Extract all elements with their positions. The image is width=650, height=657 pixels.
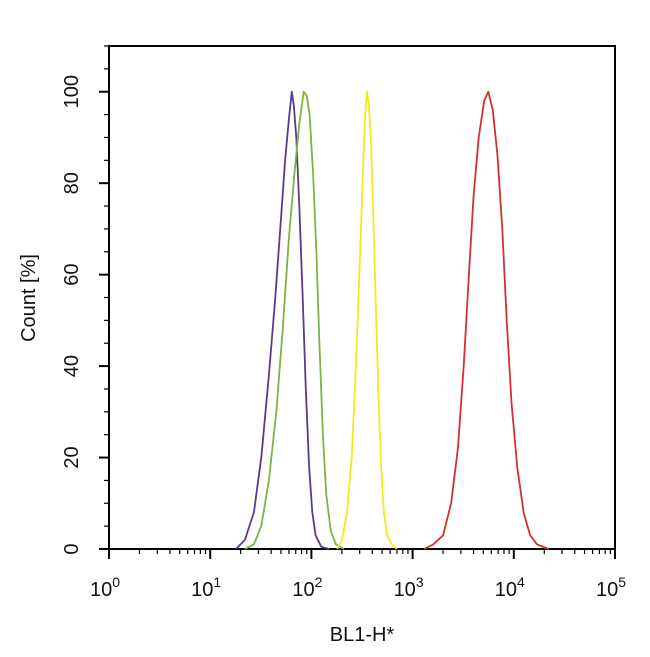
y-tick-label: 0 — [61, 543, 83, 554]
x-tick-label: 103 — [394, 574, 424, 601]
x-tick-label: 100 — [90, 574, 120, 601]
y-tick-label: 40 — [61, 355, 83, 377]
x-tick-label: 104 — [495, 574, 525, 601]
series-line-3 — [336, 90, 398, 550]
plot-frame — [108, 45, 616, 550]
x-axis: 100 101 102 103 104 105 — [90, 549, 626, 601]
y-axis: 0 20 40 60 80 100 — [61, 45, 109, 555]
x-axis-title: BL1-H* — [330, 624, 395, 646]
y-tick-label: 60 — [61, 263, 83, 285]
x-tick-label: 102 — [292, 574, 322, 601]
y-axis-title: Count [%] — [18, 254, 40, 342]
y-tick-label: 20 — [61, 446, 83, 468]
series-line-1 — [235, 90, 330, 550]
series-line-2 — [244, 90, 345, 550]
x-tick-label: 105 — [596, 574, 626, 601]
y-tick-label: 80 — [61, 172, 83, 194]
x-tick-label: 101 — [191, 574, 221, 601]
y-tick-label: 100 — [61, 75, 83, 108]
series-line-4 — [423, 90, 549, 550]
series-layer — [235, 90, 549, 550]
